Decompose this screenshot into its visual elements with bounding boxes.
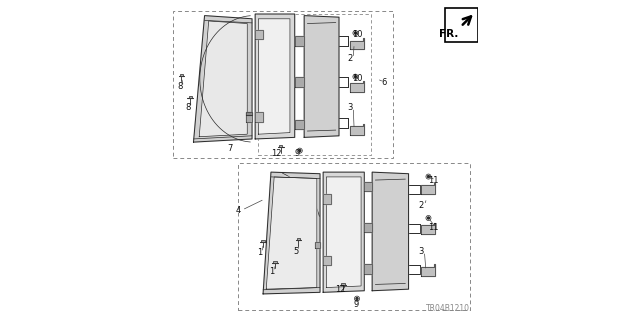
Text: 2: 2 (348, 54, 353, 63)
Circle shape (354, 86, 356, 88)
Polygon shape (259, 19, 290, 134)
Polygon shape (323, 256, 331, 265)
Polygon shape (364, 182, 372, 191)
Circle shape (425, 187, 427, 189)
Text: 5: 5 (294, 247, 299, 256)
Polygon shape (304, 16, 339, 137)
Circle shape (354, 129, 356, 130)
Polygon shape (364, 264, 372, 274)
Text: 11: 11 (428, 223, 438, 232)
Text: 2: 2 (419, 201, 424, 210)
Text: 11: 11 (428, 175, 438, 185)
Text: 12: 12 (271, 149, 282, 158)
Polygon shape (316, 242, 320, 248)
Text: FR.: FR. (439, 29, 458, 39)
Polygon shape (246, 115, 252, 122)
Bar (173, 11, 393, 158)
Polygon shape (246, 112, 252, 115)
Circle shape (425, 228, 427, 230)
Text: 9: 9 (294, 149, 300, 158)
Circle shape (428, 217, 429, 219)
Polygon shape (350, 81, 364, 92)
Polygon shape (372, 172, 408, 291)
Polygon shape (421, 182, 435, 194)
Text: 1: 1 (257, 248, 262, 257)
Polygon shape (263, 172, 320, 294)
Bar (297, 238, 300, 241)
Polygon shape (326, 177, 361, 287)
Text: TR04B1210: TR04B1210 (426, 304, 470, 313)
Polygon shape (266, 177, 317, 289)
Bar (279, 145, 282, 147)
Polygon shape (350, 124, 364, 135)
Bar (189, 96, 192, 98)
Circle shape (356, 298, 358, 300)
Polygon shape (255, 14, 294, 139)
Polygon shape (294, 77, 304, 87)
Text: 9: 9 (354, 300, 359, 308)
Polygon shape (294, 36, 304, 46)
Bar (180, 74, 183, 76)
Circle shape (355, 32, 356, 34)
Text: 10: 10 (352, 74, 362, 83)
Polygon shape (364, 223, 372, 232)
Text: 4: 4 (236, 206, 241, 215)
Bar (273, 261, 276, 263)
Polygon shape (421, 223, 435, 234)
Polygon shape (323, 194, 331, 204)
Circle shape (354, 43, 356, 45)
Circle shape (299, 150, 301, 152)
Bar (238, 163, 470, 310)
Text: 3: 3 (348, 103, 353, 112)
Text: 12: 12 (335, 285, 346, 294)
FancyBboxPatch shape (445, 8, 478, 42)
Circle shape (355, 76, 356, 78)
Text: 7: 7 (227, 144, 232, 153)
Text: 10: 10 (352, 30, 362, 39)
Polygon shape (255, 112, 263, 122)
Text: 1: 1 (269, 267, 275, 276)
Polygon shape (350, 38, 364, 49)
Polygon shape (323, 172, 364, 292)
Text: 8: 8 (185, 103, 191, 112)
Text: 6: 6 (381, 78, 387, 86)
Polygon shape (193, 16, 252, 142)
Bar (261, 240, 265, 242)
Text: 8: 8 (177, 82, 183, 91)
Circle shape (425, 269, 427, 271)
Bar (259, 14, 371, 155)
Polygon shape (294, 120, 304, 130)
Text: 3: 3 (419, 247, 424, 256)
Polygon shape (421, 264, 435, 276)
Circle shape (428, 175, 429, 178)
Polygon shape (255, 30, 263, 39)
Bar (341, 283, 345, 285)
Polygon shape (199, 21, 247, 137)
